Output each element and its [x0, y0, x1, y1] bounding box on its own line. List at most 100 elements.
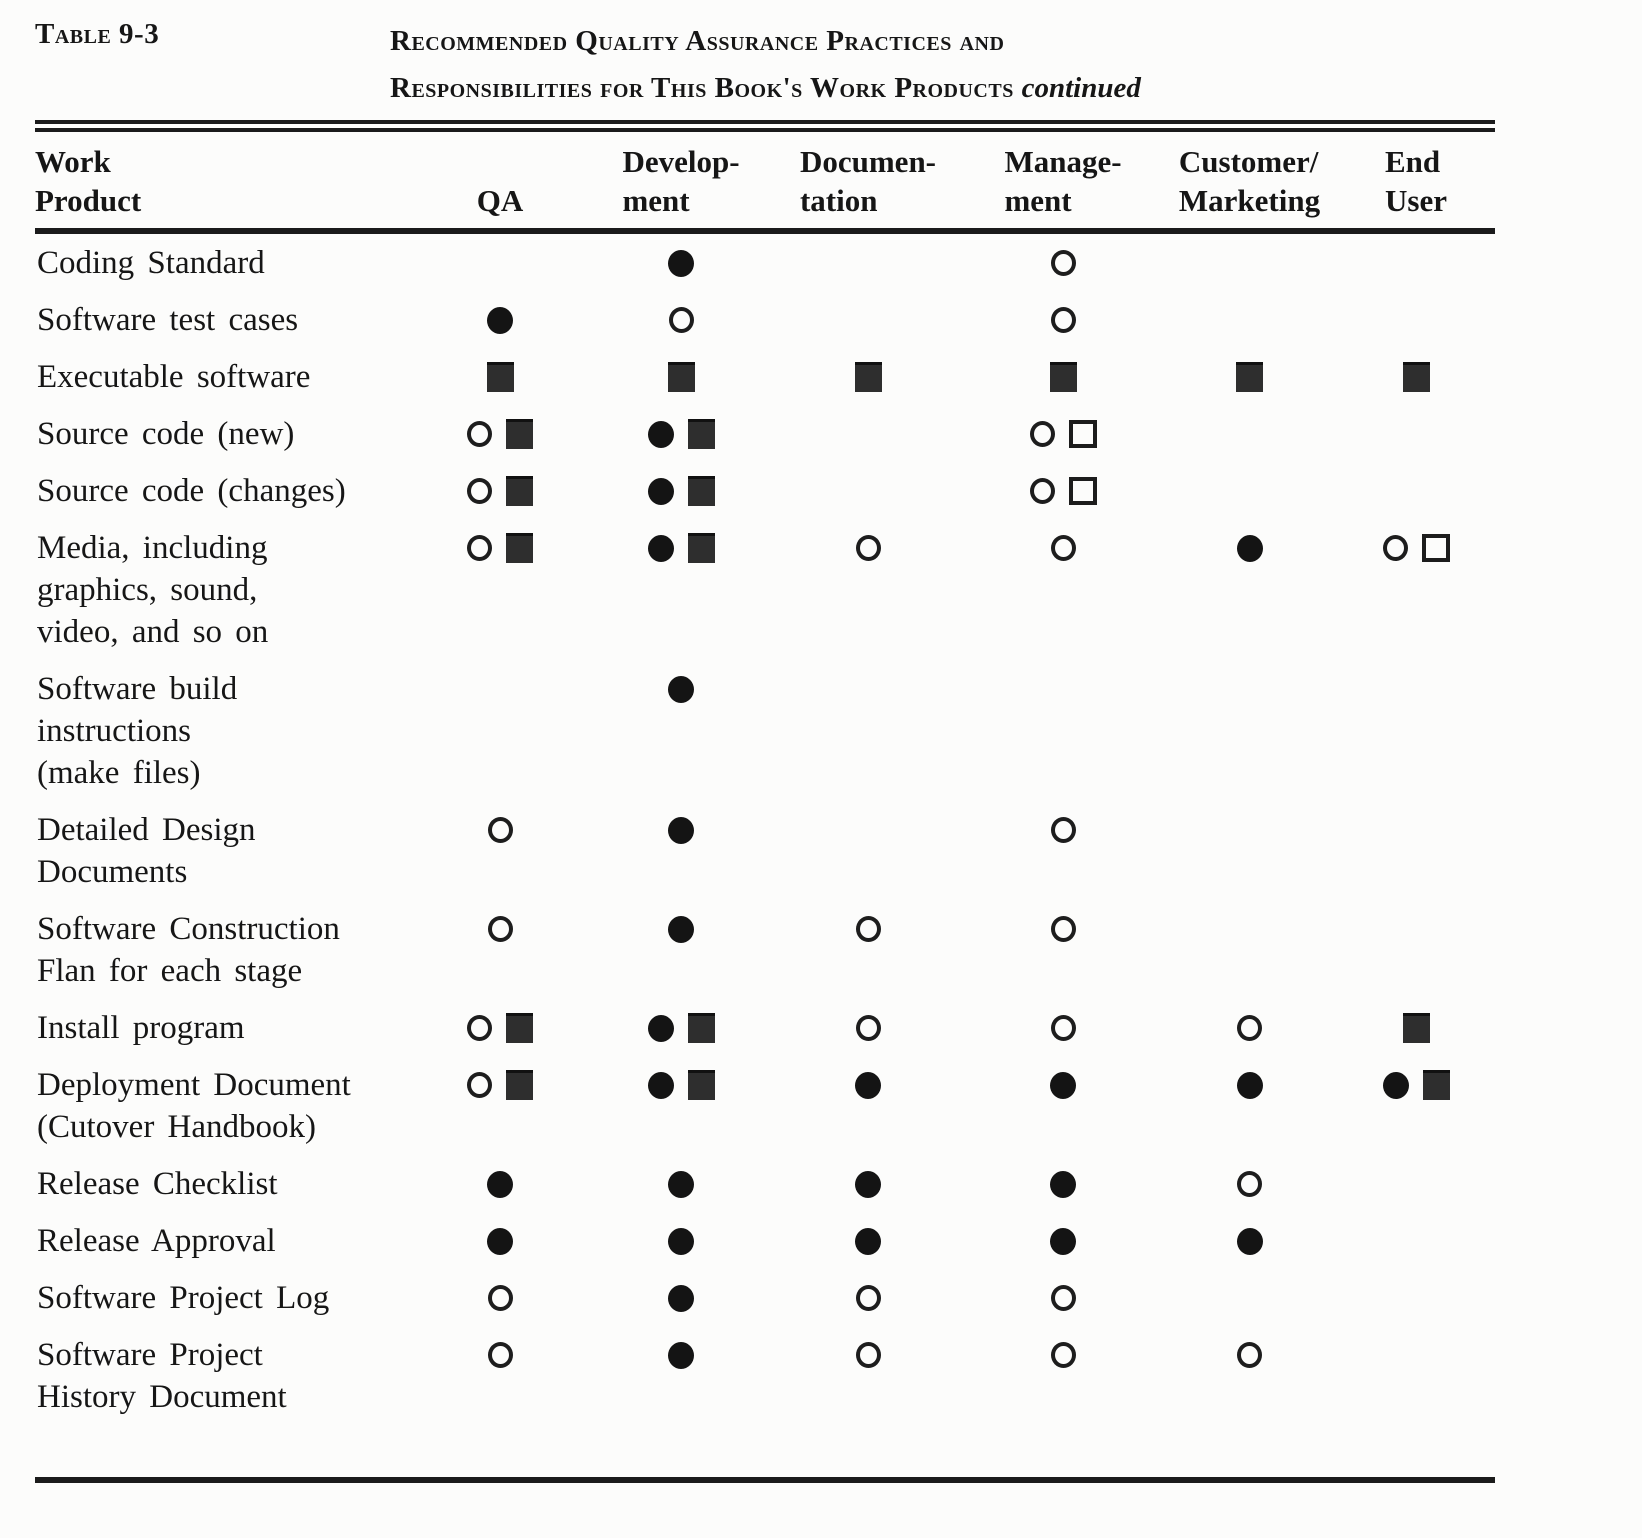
responsibility-cell [964, 1064, 1162, 1148]
responsibility-cell [964, 1277, 1162, 1319]
responsibility-cell [1337, 242, 1495, 284]
table-row: Software Construction Flan for each stage [35, 900, 1495, 999]
qa-responsibilities-table: Work Product QA Develop-ment Documen-tation M… [35, 120, 1495, 1483]
filled-square-icon [506, 533, 533, 563]
work-product-label: Software test cases [37, 302, 299, 338]
filled-square-icon [687, 1070, 715, 1100]
responsibility-cell [1337, 908, 1495, 992]
table-row: Media, including graphics, sound, video, a… [35, 519, 1495, 660]
filled-circle-icon [487, 1170, 513, 1198]
responsibility-cell [772, 356, 964, 398]
work-product-label: Coding Standard [37, 245, 265, 281]
filled-square-icon [1402, 362, 1430, 392]
filled-square-icon [506, 1013, 533, 1043]
filled-square-icon [506, 1070, 533, 1100]
responsibility-cell [772, 1064, 964, 1148]
responsibility-cell [410, 356, 590, 398]
filled-circle-icon [1236, 1071, 1263, 1099]
responsibility-cell [772, 1334, 964, 1418]
responsibility-cell [772, 1163, 964, 1205]
work-product-label: Install program [37, 1010, 245, 1046]
filled-square-icon [486, 362, 514, 392]
bottom-rule [35, 1477, 1495, 1483]
open-circle-icon [487, 817, 513, 843]
open-circle-icon [487, 1285, 513, 1311]
filled-circle-icon [855, 1170, 881, 1198]
filled-square-icon [1049, 362, 1077, 392]
table-row: Software Project Log [35, 1269, 1495, 1326]
filled-square-icon [1422, 1070, 1450, 1100]
responsibility-cell [772, 527, 964, 653]
table-body: Coding Standard Software test cases Execut… [35, 234, 1495, 1425]
table-number-label: Table 9-3 [35, 18, 160, 50]
open-circle-icon [855, 535, 881, 561]
open-circle-icon [487, 916, 513, 942]
responsibility-cell [590, 668, 772, 794]
work-product-label: Source code (changes) [37, 473, 346, 509]
filled-circle-icon [647, 420, 674, 448]
table-title-continued: continued [1021, 72, 1141, 104]
table-row: Deployment Document (Cutover Handbook) [35, 1056, 1495, 1155]
open-circle-icon [855, 1285, 881, 1311]
responsibility-cell [590, 527, 772, 653]
work-product-label: Detailed Design Documents [37, 812, 256, 890]
table-row: Software build instructions (make files) [35, 660, 1495, 801]
responsibility-cell [1162, 242, 1337, 284]
work-product-label: Software build instructions (make files) [37, 671, 238, 791]
responsibility-cell [410, 1064, 590, 1148]
responsibility-cell [772, 1007, 964, 1049]
responsibility-cell [590, 1007, 772, 1049]
table-row: Source code (new) [35, 405, 1495, 462]
responsibility-cell [964, 1007, 1162, 1049]
responsibility-cell [1162, 1277, 1337, 1319]
column-header-customer-marketing: Customer/Marketing [1178, 144, 1321, 218]
responsibility-cell [590, 908, 772, 992]
open-circle-icon [1029, 421, 1055, 447]
table-row: Install program [35, 999, 1495, 1056]
work-product-label: Release Approval [37, 1223, 276, 1259]
responsibility-cell [410, 908, 590, 992]
table-row: Software test cases [35, 291, 1495, 348]
responsibility-cell [410, 1163, 590, 1205]
work-product-label: Deployment Document (Cutover Handbook) [37, 1067, 351, 1145]
filled-circle-icon [1382, 1071, 1409, 1099]
table-header-row: Work Product QA Develop-ment Documen-tation M… [35, 132, 1495, 228]
responsibility-cell [590, 1277, 772, 1319]
responsibility-cell [1337, 356, 1495, 398]
responsibility-cell [1337, 413, 1495, 455]
filled-circle-icon [1236, 534, 1263, 562]
filled-circle-icon [647, 1014, 674, 1042]
filled-circle-icon [487, 306, 513, 334]
responsibility-cell [590, 356, 772, 398]
filled-square-icon [506, 419, 533, 449]
filled-circle-icon [647, 1071, 674, 1099]
responsibility-cell [1337, 1007, 1495, 1049]
filled-circle-icon [855, 1071, 881, 1099]
table-title: Recommended Quality Assurance Practices … [390, 18, 1141, 112]
responsibility-cell [1162, 809, 1337, 893]
table-row: Executable software [35, 348, 1495, 405]
open-circle-icon [487, 1342, 513, 1368]
responsibility-cell [590, 1064, 772, 1148]
responsibility-cell [964, 527, 1162, 653]
responsibility-cell [590, 299, 772, 341]
responsibility-cell [410, 1007, 590, 1049]
table-row: Release Approval [35, 1212, 1495, 1269]
responsibility-cell [410, 1277, 590, 1319]
work-product-label: Software Project History Document [37, 1337, 287, 1415]
open-circle-icon [1050, 307, 1076, 333]
open-circle-icon [1050, 1342, 1076, 1368]
filled-square-icon [506, 476, 533, 506]
responsibility-cell [410, 809, 590, 893]
filled-circle-icon [647, 534, 674, 562]
open-circle-icon [1050, 817, 1076, 843]
responsibility-cell [1162, 299, 1337, 341]
table-row: Coding Standard [35, 234, 1495, 291]
filled-circle-icon [668, 915, 694, 943]
open-circle-icon [1050, 535, 1076, 561]
filled-circle-icon [668, 249, 694, 277]
filled-square-icon [687, 533, 715, 563]
table-title-line2: Responsibilities for This Book's Work Pr… [390, 72, 1141, 104]
table-row: Detailed Design Documents [35, 801, 1495, 900]
